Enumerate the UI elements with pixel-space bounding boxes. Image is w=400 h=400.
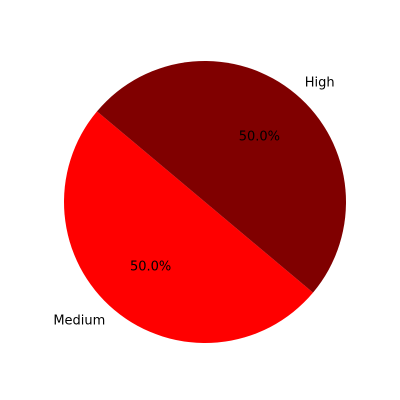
slice-label-high: High: [305, 76, 335, 91]
pie-slice-high: [96, 60, 346, 293]
pie-slice-medium: [64, 111, 314, 343]
slice-label-medium: Medium: [53, 313, 105, 328]
pie-labels: Medium 50.0% High 50.0%: [53, 76, 334, 329]
slice-percent-medium: 50.0%: [130, 259, 171, 274]
pie-slices: [64, 60, 346, 343]
slice-percent-high: 50.0%: [239, 130, 280, 145]
